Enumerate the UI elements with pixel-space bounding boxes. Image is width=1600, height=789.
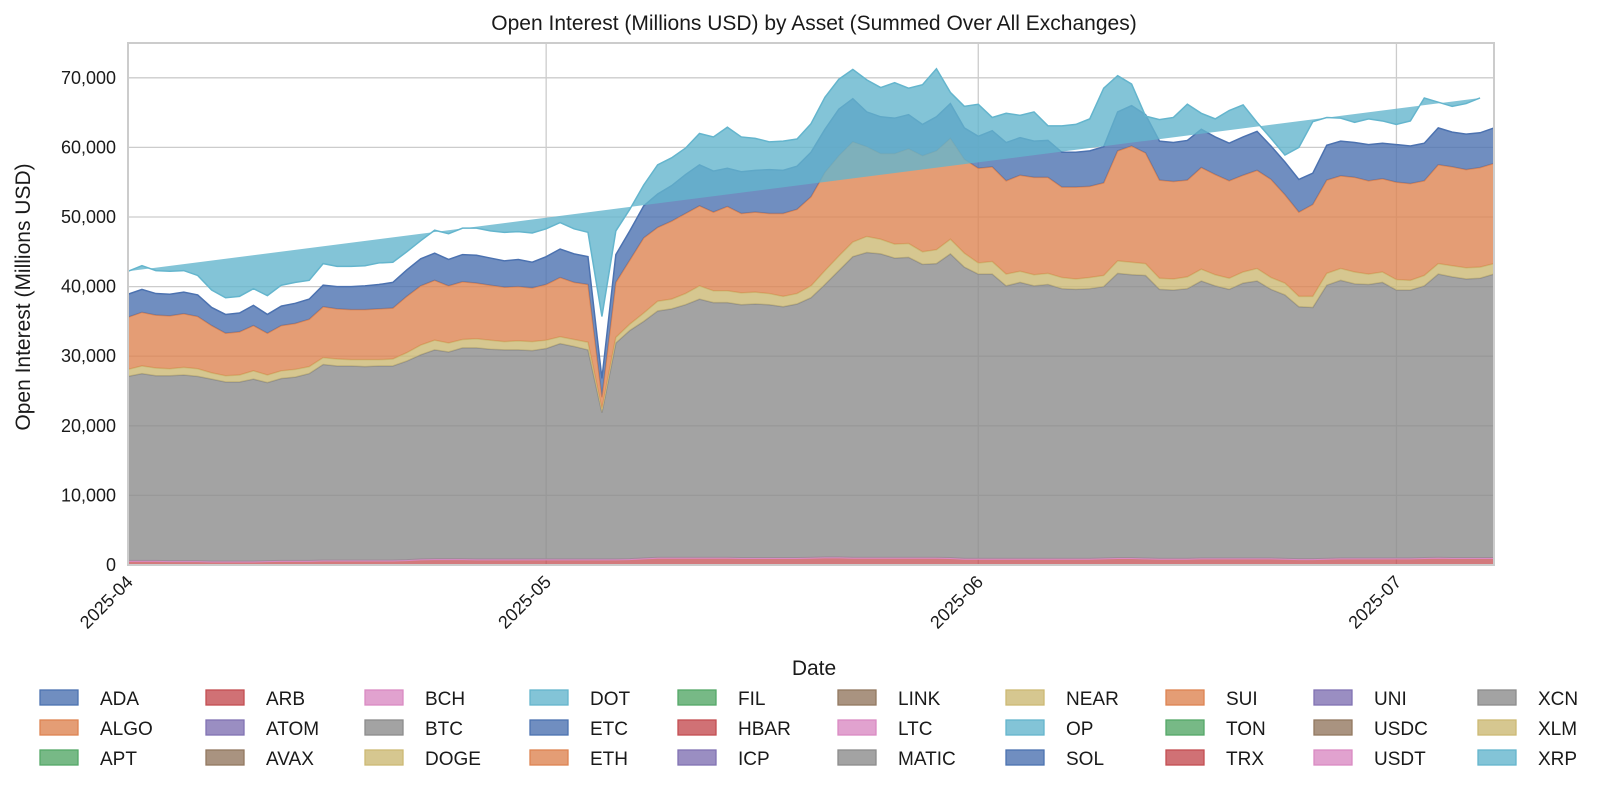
area-btc [128, 252, 1494, 562]
legend-swatch-ton [1165, 719, 1205, 736]
legend-swatch-apt [39, 749, 79, 766]
y-tick-label: 40,000 [61, 277, 116, 297]
area-eth [128, 138, 1494, 410]
legend-swatch-fil [677, 689, 717, 706]
legend-swatch-uni [1313, 689, 1353, 706]
legend-label-sui: SUI [1226, 689, 1258, 710]
legend-label-link: LINK [898, 689, 941, 710]
legend-label-dot: DOT [590, 689, 631, 710]
legend-swatch-arb [205, 689, 245, 706]
legend-label-near: NEAR [1066, 689, 1119, 710]
legend-swatch-op [1005, 719, 1045, 736]
legend-swatch-xrp [1477, 749, 1517, 766]
legend-label-xcn: XCN [1538, 689, 1578, 710]
y-tick-label: 20,000 [61, 416, 116, 436]
area-doge [128, 236, 1494, 413]
legend-swatch-doge [364, 749, 404, 766]
legend-label-apt: APT [100, 749, 137, 770]
y-tick-label: 70,000 [61, 68, 116, 88]
legend-swatch-ltc [837, 719, 877, 736]
legend-label-hbar: HBAR [738, 719, 791, 740]
legend-swatch-atom [205, 719, 245, 736]
legend-swatch-algo [39, 719, 79, 736]
legend-swatch-xlm [1477, 719, 1517, 736]
legend-label-arb: ARB [266, 689, 305, 710]
legend-swatch-ada [39, 689, 79, 706]
chart-legend: ADA ARB BCH DOT FIL LINK NEAR SUI UNI XCN ALGO ATOM… [39, 689, 1578, 770]
legend-swatch-etc [529, 719, 569, 736]
legend-swatch-usdc [1313, 719, 1353, 736]
y-axis-ticks: 0 10,000 20,000 30,000 40,000 50,000 60,000 70,… [61, 68, 116, 575]
plot-frame [127, 42, 1495, 566]
legend-swatch-sui [1165, 689, 1205, 706]
legend-label-atom: ATOM [266, 719, 319, 740]
legend-swatch-usdt [1313, 749, 1353, 766]
legend-label-ltc: LTC [898, 719, 932, 740]
chart-title: Open Interest (Millions USD) by Asset (S… [491, 12, 1136, 35]
legend-label-btc: BTC [425, 719, 463, 740]
y-tick-label: 0 [106, 555, 116, 575]
legend-label-algo: ALGO [100, 719, 153, 740]
legend-swatch-icp [677, 749, 717, 766]
legend-label-matic: MATIC [898, 749, 956, 770]
legend-swatch-bch [364, 689, 404, 706]
y-tick-label: 60,000 [61, 137, 116, 157]
legend-label-usdt: USDT [1374, 749, 1426, 770]
plot-border [127, 42, 1495, 566]
legend-swatch-eth [529, 749, 569, 766]
legend-label-uni: UNI [1374, 689, 1407, 710]
legend-label-ada: ADA [100, 689, 139, 710]
legend-label-trx: TRX [1226, 749, 1264, 770]
legend-label-doge: DOGE [425, 749, 481, 770]
legend-label-avax: AVAX [266, 749, 314, 770]
legend-swatch-avax [205, 749, 245, 766]
area-edge-xrp [127, 67, 1481, 317]
legend-label-xrp: XRP [1538, 749, 1577, 770]
x-axis-label: Date [792, 657, 836, 680]
legend-label-etc: ETC [590, 719, 628, 740]
legend-swatch-sol [1005, 749, 1045, 766]
legend-swatch-link [837, 689, 877, 706]
y-tick-label: 30,000 [61, 346, 116, 366]
legend-label-sol: SOL [1066, 749, 1104, 770]
legend-label-fil: FIL [738, 689, 765, 710]
legend-label-icp: ICP [738, 749, 770, 770]
y-tick-label: 50,000 [61, 207, 116, 227]
legend-label-op: OP [1066, 719, 1093, 740]
legend-swatch-dot [529, 689, 569, 706]
y-tick-label: 10,000 [61, 485, 116, 505]
stacked-areas [127, 67, 1495, 566]
legend-label-ton: TON [1226, 719, 1266, 740]
legend-swatch-xcn [1477, 689, 1517, 706]
legend-label-bch: BCH [425, 689, 465, 710]
legend-swatch-near [1005, 689, 1045, 706]
y-axis-label: Open Interest (Millions USD) [12, 163, 35, 430]
legend-swatch-trx [1165, 749, 1205, 766]
legend-swatch-hbar [677, 719, 717, 736]
area-xrp [128, 68, 1481, 317]
legend-swatch-matic [837, 749, 877, 766]
legend-label-xlm: XLM [1538, 719, 1577, 740]
legend-swatch-btc [364, 719, 404, 736]
legend-label-eth: ETH [590, 749, 628, 770]
legend-label-usdc: USDC [1374, 719, 1428, 740]
